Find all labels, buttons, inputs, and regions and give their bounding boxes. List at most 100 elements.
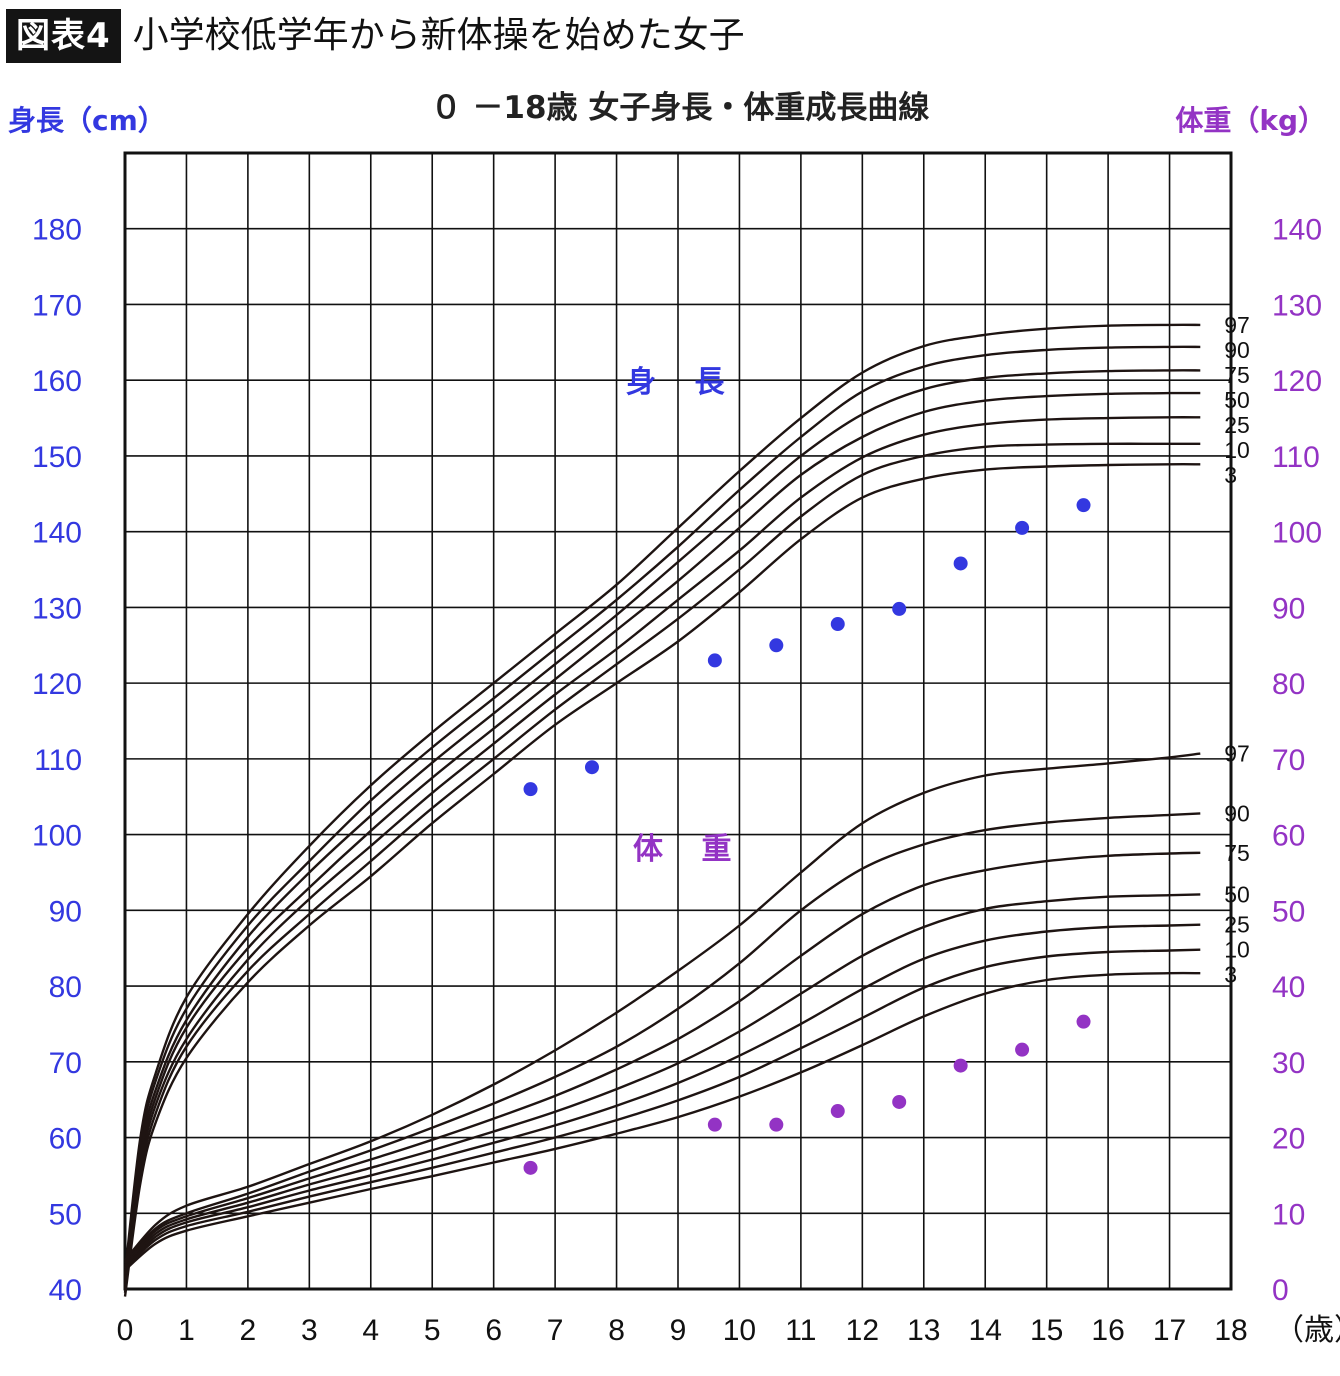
weight-percentile-curve <box>124 893 1201 1267</box>
y-left-tick-label: 40 <box>49 1274 82 1307</box>
observation-points <box>523 498 1091 1175</box>
y-left-tick-label: 80 <box>49 971 82 1004</box>
weight-observation-point <box>707 1117 722 1132</box>
weight-observation-point <box>523 1160 538 1175</box>
height-observation-point <box>584 760 599 775</box>
x-tick-label: 9 <box>670 1314 687 1347</box>
weight-observation-point <box>1076 1014 1091 1029</box>
x-tick-label: 11 <box>785 1314 816 1347</box>
weight-percentile-label: 90 <box>1224 800 1250 826</box>
y-right-tick-label: 0 <box>1272 1274 1289 1307</box>
height-series-label: 身 長 <box>626 365 738 400</box>
y-right-tick-label: 40 <box>1272 971 1305 1004</box>
height-percentile-label: 3 <box>1224 462 1237 488</box>
y-right-tick-label: 20 <box>1272 1123 1305 1156</box>
y-right-tick-label: 130 <box>1272 289 1322 322</box>
y-right-tick-label: 140 <box>1272 214 1322 247</box>
height-percentile-curve <box>123 323 1201 1275</box>
height-percentile-curve <box>123 442 1201 1293</box>
x-tick-label: 12 <box>846 1314 879 1347</box>
y-left-tick-label: 130 <box>32 592 82 625</box>
x-tick-label: 13 <box>907 1314 940 1347</box>
x-tick-label: 8 <box>608 1314 625 1347</box>
weight-percentile-label: 97 <box>1224 741 1250 767</box>
weight-observation-point <box>769 1117 784 1132</box>
x-tick-label: 4 <box>362 1314 379 1347</box>
y-left-tick-label: 150 <box>32 441 82 474</box>
x-tick-label: 0 <box>117 1314 134 1347</box>
percentile-curves <box>123 323 1201 1297</box>
x-tick-label: 5 <box>424 1314 441 1347</box>
height-percentile-curve <box>123 416 1201 1290</box>
y-right-axis-title: 体重（kg） <box>1175 104 1326 137</box>
weight-percentile-label: 75 <box>1224 840 1250 866</box>
height-percentile-label: 25 <box>1224 412 1250 438</box>
figure-header: 図表4 小学校低学年から新体操を始めた女子 <box>6 8 745 64</box>
y-left-tick-label: 160 <box>32 365 82 398</box>
x-tick-label: 18 <box>1214 1314 1247 1347</box>
y-left-tick-label: 180 <box>32 214 82 247</box>
x-tick-label: 17 <box>1153 1314 1186 1347</box>
weight-percentile-curve <box>124 971 1201 1271</box>
x-tick-label: 15 <box>1030 1314 1063 1347</box>
chart-grid <box>123 151 1233 1291</box>
weight-percentile-label: 50 <box>1224 881 1250 907</box>
height-observation-point <box>892 601 907 616</box>
weight-series-label: 体 重 <box>633 832 745 867</box>
y-right-tick-label: 90 <box>1272 592 1305 625</box>
height-percentile-label: 50 <box>1224 387 1250 413</box>
x-tick-label: 6 <box>485 1314 502 1347</box>
y-right-tick-label: 110 <box>1272 441 1320 474</box>
weight-percentile-curve <box>124 851 1201 1265</box>
y-right-tick-label: 100 <box>1272 517 1322 550</box>
weight-percentile-curve <box>124 752 1201 1261</box>
x-tick-label: 7 <box>547 1314 564 1347</box>
height-observation-point <box>830 617 845 632</box>
figure-number-badge: 図表4 <box>6 9 121 63</box>
height-percentile-label: 10 <box>1224 437 1250 463</box>
figure-title: 小学校低学年から新体操を始めた女子 <box>132 15 745 56</box>
weight-observation-point <box>953 1058 968 1073</box>
weight-percentile-curve <box>124 812 1201 1263</box>
weight-observation-point <box>1015 1042 1030 1057</box>
y-left-tick-label: 90 <box>49 895 82 928</box>
x-tick-label: 14 <box>969 1314 1002 1347</box>
x-tick-label: 1 <box>178 1314 195 1347</box>
x-tick-label: 10 <box>723 1314 756 1347</box>
y-left-tick-label: 60 <box>49 1123 82 1156</box>
weight-observation-point <box>830 1104 845 1119</box>
height-observation-point <box>953 556 968 571</box>
y-left-tick-label: 50 <box>49 1198 82 1231</box>
x-tick-label: 16 <box>1091 1314 1124 1347</box>
chart-title: ０ －18歳 女子身長・体重成長曲線 <box>431 90 930 126</box>
weight-percentile-label: 10 <box>1224 937 1250 963</box>
y-left-tick-label: 70 <box>49 1047 82 1080</box>
y-left-tick-label: 120 <box>32 668 82 701</box>
height-percentile-label: 90 <box>1224 337 1250 363</box>
y-left-axis-title: 身長（cm） <box>8 104 166 137</box>
y-right-tick-label: 120 <box>1272 365 1322 398</box>
y-left-tick-label: 110 <box>34 744 82 777</box>
weight-percentile-label: 3 <box>1224 962 1237 988</box>
height-percentile-curve <box>123 391 1201 1286</box>
height-observation-point <box>1076 498 1091 513</box>
height-observation-point <box>707 653 722 668</box>
y-right-tick-label: 50 <box>1272 895 1305 928</box>
weight-percentile-label: 25 <box>1224 912 1250 938</box>
y-left-tick-label: 170 <box>32 289 82 322</box>
weight-percentile-curve <box>124 948 1201 1270</box>
height-percentile-curve <box>123 369 1201 1282</box>
height-percentile-label: 97 <box>1224 312 1250 338</box>
y-right-tick-label: 60 <box>1272 820 1305 853</box>
weight-percentile-curve <box>124 923 1201 1268</box>
y-left-tick-label: 100 <box>32 820 82 853</box>
y-right-tick-label: 30 <box>1272 1047 1305 1080</box>
x-tick-label: 3 <box>301 1314 318 1347</box>
x-tick-label: 2 <box>240 1314 257 1347</box>
height-percentile-curve <box>123 345 1201 1278</box>
height-observation-point <box>1015 520 1030 535</box>
height-observation-point <box>769 638 784 653</box>
height-observation-point <box>523 782 538 797</box>
